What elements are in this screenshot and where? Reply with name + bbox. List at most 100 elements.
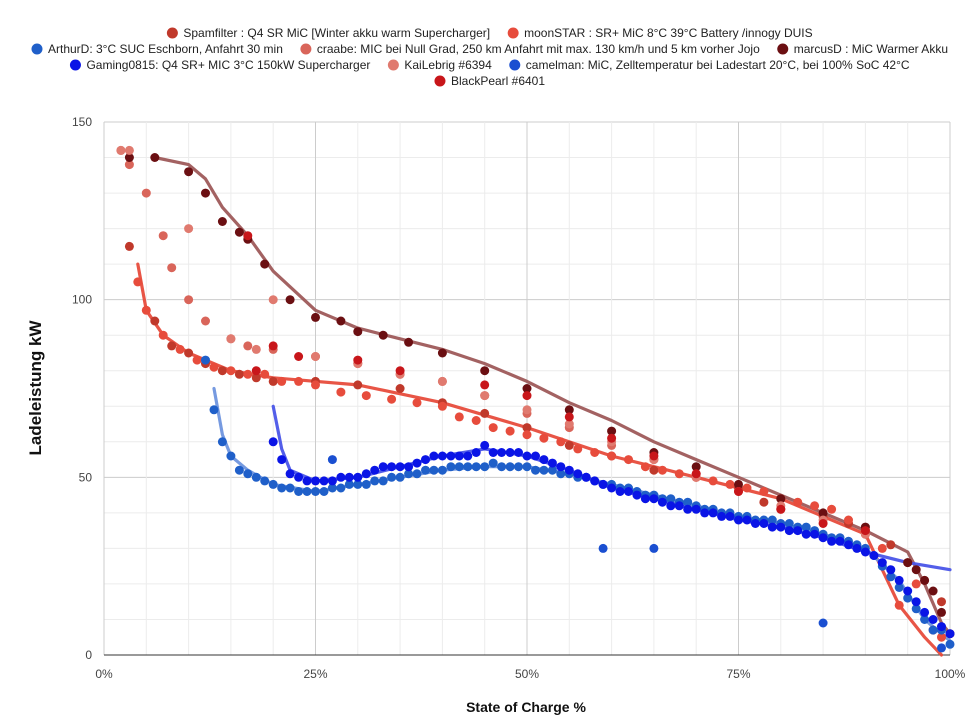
data-point xyxy=(344,472,354,482)
data-point xyxy=(717,511,727,521)
data-point xyxy=(234,369,244,379)
data-point xyxy=(564,412,574,422)
legend-marker xyxy=(300,43,312,55)
data-point xyxy=(387,394,397,404)
data-point xyxy=(920,615,930,624)
data-point xyxy=(243,469,253,479)
data-point xyxy=(480,408,490,418)
data-point xyxy=(928,615,938,624)
data-point xyxy=(471,462,481,472)
data-point xyxy=(158,231,168,241)
data-point xyxy=(911,597,921,607)
y-tick-label: 150 xyxy=(72,115,92,129)
data-point xyxy=(353,355,363,365)
data-point xyxy=(336,387,346,397)
x-tick-label: 50% xyxy=(515,667,539,681)
data-point xyxy=(607,451,617,461)
data-point xyxy=(683,497,693,507)
data-point xyxy=(581,472,591,482)
x-tick-label: 25% xyxy=(303,667,327,681)
data-point xyxy=(937,597,946,607)
data-point xyxy=(573,469,583,479)
data-point xyxy=(759,519,769,528)
data-point xyxy=(640,494,650,504)
data-point xyxy=(353,472,363,482)
legend: Spamfilter : Q4 SR MiC [Winter akku warm… xyxy=(31,26,948,88)
data-point xyxy=(691,469,701,479)
data-point xyxy=(294,376,304,386)
legend-label: Gaming0815: Q4 SR+ MIC 3°C 150kW Superch… xyxy=(86,58,370,72)
legend-label: Spamfilter : Q4 SR MiC [Winter akku warm… xyxy=(183,26,490,40)
data-point xyxy=(937,622,946,632)
data-point xyxy=(167,341,177,351)
data-point xyxy=(649,465,659,475)
data-point xyxy=(522,451,532,461)
data-point xyxy=(209,362,219,372)
data-point xyxy=(556,462,566,472)
data-point xyxy=(920,607,930,617)
data-point xyxy=(260,259,270,269)
data-point xyxy=(514,462,523,472)
legend-marker xyxy=(509,59,521,71)
data-point xyxy=(285,295,295,305)
data-point xyxy=(657,465,667,475)
data-point xyxy=(260,369,270,379)
data-point xyxy=(632,490,642,500)
data-point xyxy=(776,522,786,532)
data-point xyxy=(759,487,769,496)
data-point xyxy=(277,376,287,386)
data-point xyxy=(911,604,921,614)
data-point xyxy=(480,440,490,450)
data-point xyxy=(184,167,194,177)
legend-label: ArthurD: 3°C SUC Eschborn, Anfahrt 30 mi… xyxy=(48,42,283,56)
data-point xyxy=(437,451,447,461)
data-point xyxy=(378,462,388,472)
data-point xyxy=(378,476,388,486)
data-point xyxy=(319,476,329,486)
data-point xyxy=(607,483,617,493)
data-point xyxy=(251,366,261,376)
data-points xyxy=(116,145,955,653)
data-point xyxy=(480,391,490,401)
data-point xyxy=(116,145,126,155)
data-point xyxy=(395,366,405,376)
data-point xyxy=(522,423,532,433)
data-point xyxy=(903,593,913,603)
data-point xyxy=(209,405,219,415)
data-point xyxy=(877,558,887,568)
data-point xyxy=(683,504,693,514)
data-point xyxy=(471,416,481,425)
data-point xyxy=(412,458,422,468)
data-point xyxy=(734,487,743,496)
data-point xyxy=(421,455,430,465)
data-point xyxy=(268,341,278,351)
data-point xyxy=(624,487,633,496)
data-point xyxy=(437,465,447,475)
data-point xyxy=(835,536,845,546)
data-point xyxy=(184,348,194,358)
legend-label: marcusD : MiC Warmer Akku xyxy=(794,42,948,56)
data-point xyxy=(860,547,870,557)
data-point xyxy=(590,448,600,457)
data-point xyxy=(903,586,913,596)
data-point xyxy=(243,341,253,351)
data-point xyxy=(302,487,312,496)
data-point xyxy=(217,366,227,376)
data-point xyxy=(454,412,464,422)
data-point xyxy=(547,458,557,468)
y-tick-label: 0 xyxy=(85,648,92,662)
data-point xyxy=(421,465,430,475)
data-point xyxy=(268,437,278,447)
data-point xyxy=(911,579,921,589)
data-point xyxy=(894,575,904,585)
data-point xyxy=(784,519,794,528)
data-point xyxy=(201,188,210,198)
data-point xyxy=(480,366,490,376)
data-point xyxy=(810,501,820,511)
data-point xyxy=(327,476,337,486)
data-point xyxy=(539,465,549,475)
data-point xyxy=(750,519,760,528)
data-point xyxy=(201,355,210,365)
x-tick-label: 75% xyxy=(726,667,750,681)
